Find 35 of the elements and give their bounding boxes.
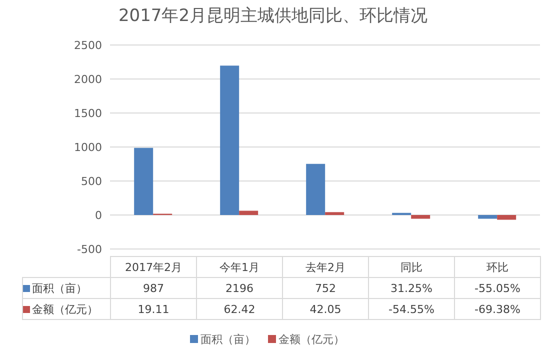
data-label: -55.05% (454, 278, 540, 298)
chart-title: 2017年2月昆明主城供地同比、环比情况 (117, 5, 429, 27)
bar (306, 164, 326, 215)
y-tick-label: 1000 (74, 140, 102, 154)
legend-label: 面积（亩） (22, 278, 110, 298)
y-tick-label: 0 (95, 208, 102, 222)
x-tick-label: 今年1月 (196, 256, 282, 278)
y-tick-label: 1500 (74, 106, 102, 120)
data-label: 62.42 (196, 298, 282, 320)
y-tick-label: -500 (77, 242, 102, 256)
bar (134, 148, 154, 215)
legend-label: 金额（亿元） (22, 298, 110, 320)
data-label: -54.55% (368, 298, 454, 320)
text: 面积（亩） (200, 333, 256, 346)
data-label: 19.11 (110, 298, 196, 320)
bar (325, 212, 344, 215)
y-tick-label: 2000 (74, 72, 102, 86)
x-tick-label: 去年2月 (282, 256, 368, 278)
y-tick-label: 2500 (74, 38, 102, 52)
text: 金额（亿元） (278, 333, 344, 346)
bar (239, 210, 258, 215)
x-tick-label: 环比 (454, 256, 540, 278)
data-label: 752 (282, 278, 368, 298)
bar (478, 215, 498, 219)
bar (411, 215, 430, 219)
data-label: -69.38% (454, 298, 540, 320)
data-label: 987 (110, 278, 196, 298)
x-tick-label: 2017年2月 (110, 256, 196, 278)
bar (220, 66, 240, 215)
bar (497, 215, 516, 220)
y-tick-label: 500 (81, 174, 102, 188)
x-tick-label: 同比 (368, 256, 454, 278)
data-label: 31.25% (368, 278, 454, 298)
data-label: 2196 (196, 278, 282, 298)
data-label: 42.05 (282, 298, 368, 320)
